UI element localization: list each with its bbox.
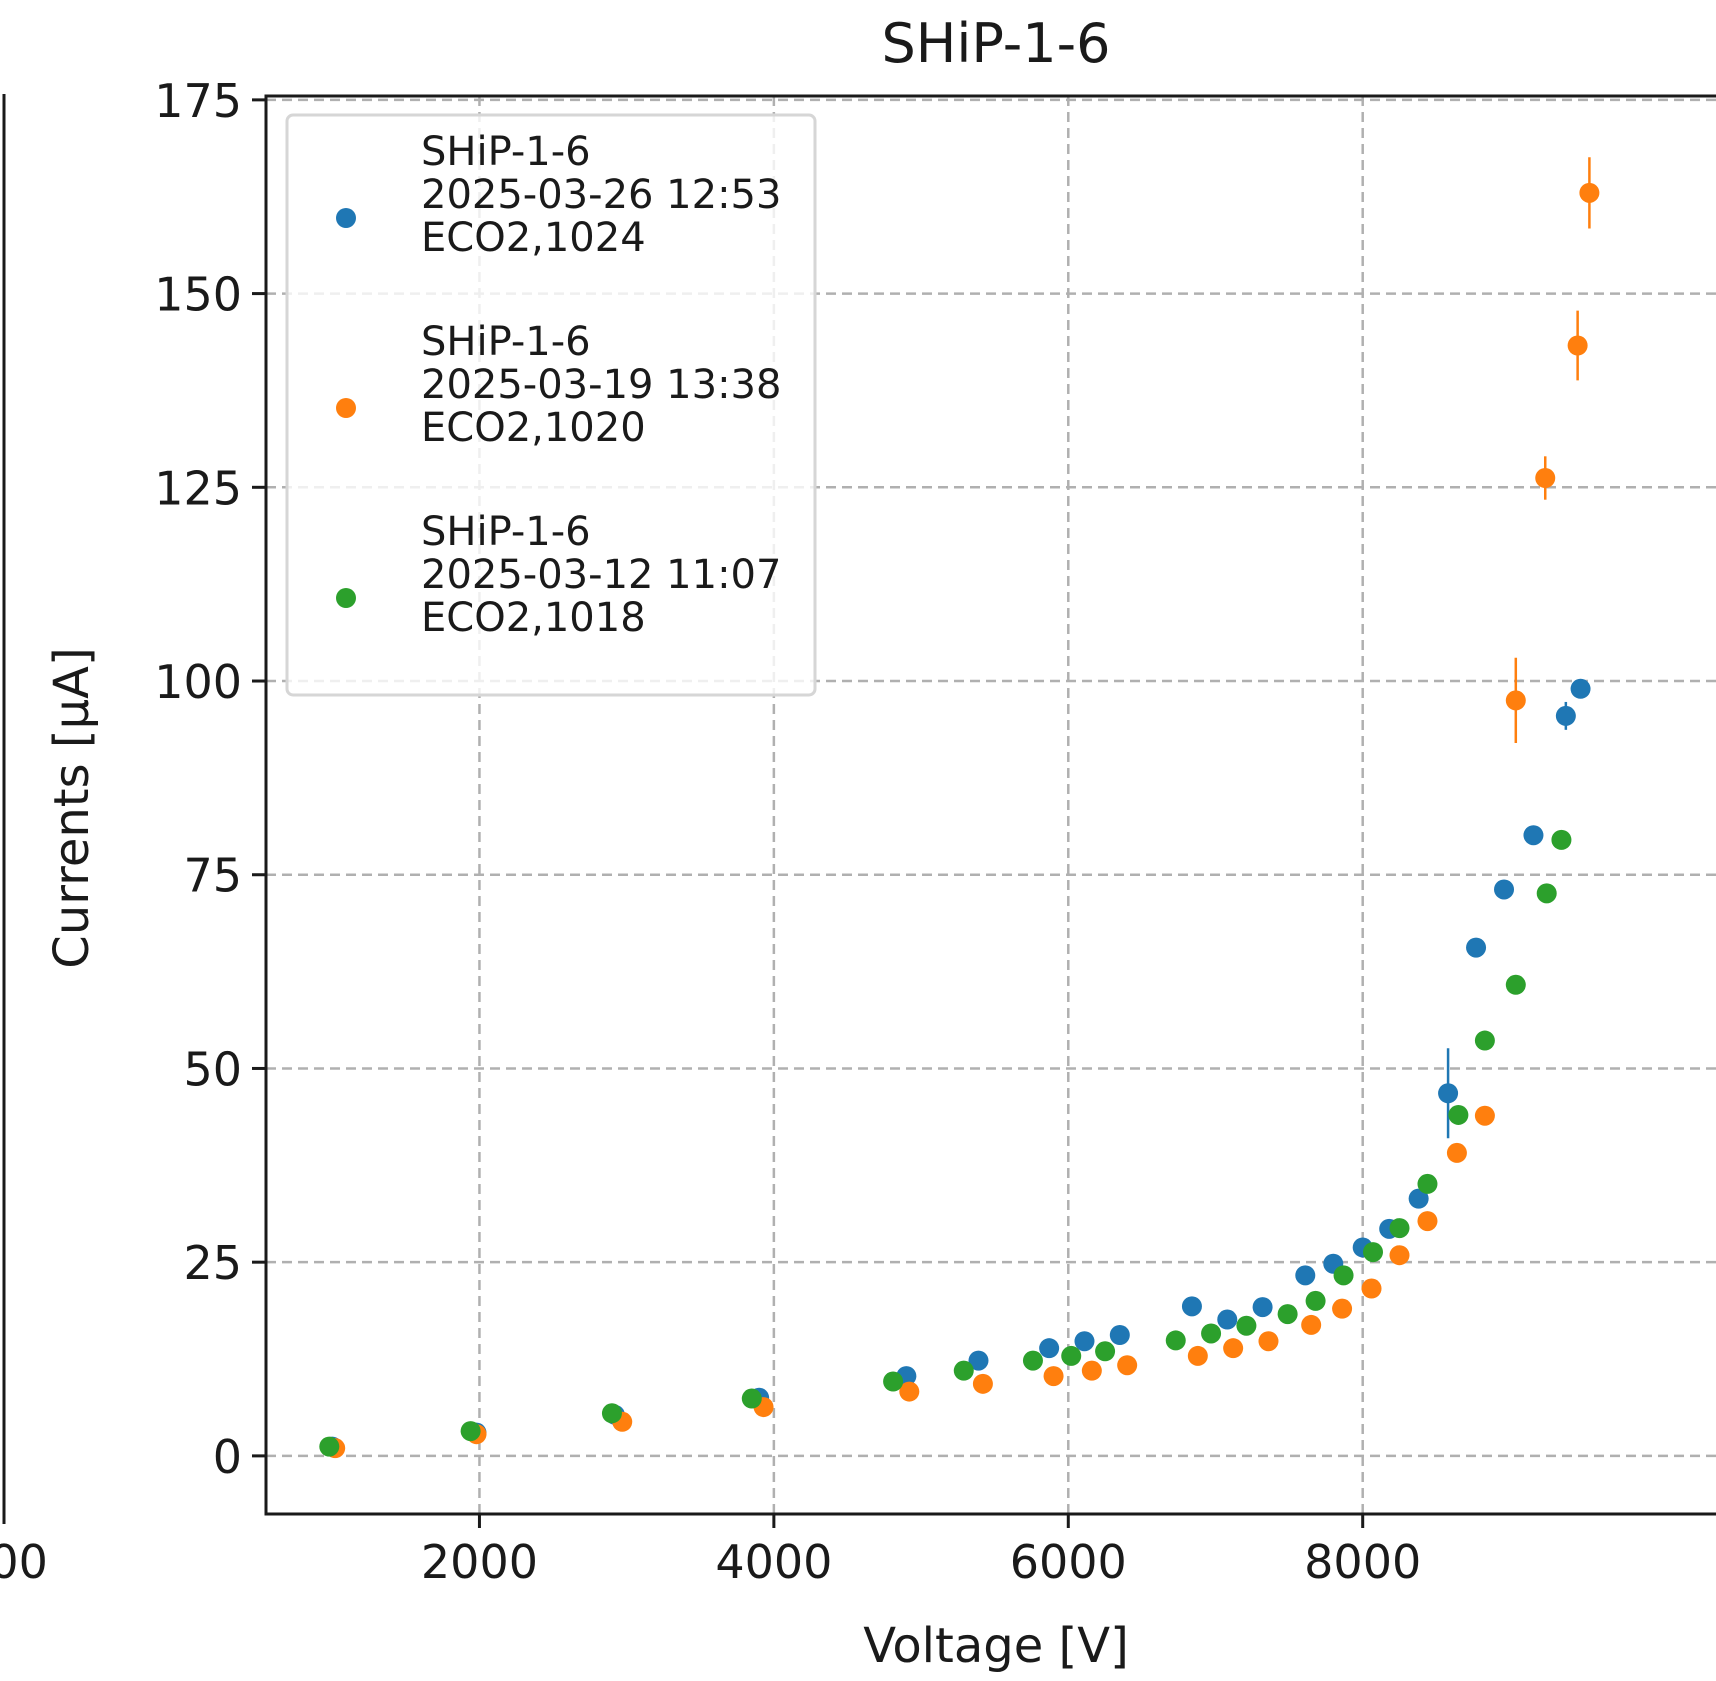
data-point bbox=[1095, 1341, 1116, 1362]
legend-label-line: 2025-03-12 11:07 bbox=[421, 552, 781, 598]
data-point bbox=[1361, 1278, 1382, 1299]
series-3 bbox=[319, 829, 1572, 1457]
data-point bbox=[1117, 1355, 1138, 1376]
data-point bbox=[968, 1350, 989, 1371]
data-point bbox=[1494, 879, 1515, 900]
data-point bbox=[883, 1371, 904, 1392]
data-point bbox=[1039, 1338, 1060, 1359]
x-tick-label: 4000 bbox=[715, 1535, 832, 1589]
legend-marker bbox=[336, 208, 356, 228]
data-point bbox=[1277, 1304, 1298, 1325]
grid bbox=[266, 96, 1716, 1514]
data-point bbox=[1217, 1309, 1238, 1330]
x-tick-label: 000 bbox=[0, 1535, 48, 1589]
y-tick-label: 150 bbox=[154, 268, 242, 322]
data-point bbox=[899, 1381, 920, 1402]
plot-frame bbox=[264, 94, 1716, 1516]
data-point bbox=[741, 1388, 762, 1409]
y-tick-label: 25 bbox=[183, 1236, 242, 1290]
data-point bbox=[1305, 1290, 1326, 1311]
legend-label: SHiP-1-6 2025-03-12 11:07 ECO2,1018 bbox=[421, 509, 781, 641]
data-point bbox=[1417, 1173, 1438, 1194]
data-point bbox=[1438, 1083, 1459, 1104]
data-point bbox=[1165, 1330, 1186, 1351]
x-axis-label: Voltage [V] bbox=[863, 1618, 1129, 1674]
y-tick-label: 125 bbox=[154, 461, 242, 515]
data-point bbox=[601, 1403, 622, 1424]
data-point bbox=[1474, 1030, 1495, 1051]
legend-label: SHiP-1-6 2025-03-19 13:38 ECO2,1020 bbox=[421, 319, 781, 451]
data-point bbox=[1258, 1331, 1279, 1352]
x-tick-label: 2000 bbox=[421, 1535, 538, 1589]
data-point bbox=[1505, 974, 1526, 995]
data-point bbox=[1505, 690, 1526, 711]
x-axis-ticks: 000 2000 4000 6000 8000 bbox=[0, 1514, 1421, 1589]
y-axis-ticks: 0 25 50 75 100 125 150 175 bbox=[154, 74, 266, 1484]
x-tick-label: 6000 bbox=[1010, 1535, 1127, 1589]
legend-marker bbox=[336, 588, 356, 608]
data-point bbox=[319, 1436, 340, 1457]
legend-box bbox=[285, 113, 817, 697]
data-point bbox=[1551, 829, 1572, 850]
legend-label-line: 2025-03-19 13:38 bbox=[421, 362, 781, 408]
y-tick-label: 75 bbox=[183, 849, 242, 903]
data-point bbox=[1446, 1142, 1467, 1163]
legend-label-line: 2025-03-26 12:53 bbox=[421, 172, 781, 218]
data-point bbox=[1201, 1323, 1222, 1344]
legend-label-line: ECO2,1018 bbox=[421, 595, 646, 641]
data-point bbox=[1109, 1325, 1130, 1346]
data-point bbox=[1043, 1366, 1064, 1387]
data-point bbox=[1236, 1315, 1257, 1336]
y-tick-label: 50 bbox=[183, 1042, 242, 1096]
data-point bbox=[1074, 1331, 1095, 1352]
chart-title: SHiP-1-6 bbox=[882, 12, 1111, 75]
legend-marker bbox=[336, 398, 356, 418]
y-tick-label: 0 bbox=[213, 1430, 242, 1484]
data-point bbox=[1466, 937, 1487, 958]
data-point bbox=[1555, 705, 1576, 726]
data-point bbox=[1389, 1245, 1410, 1266]
data-point bbox=[1535, 468, 1556, 489]
data-point bbox=[1081, 1360, 1102, 1381]
data-point bbox=[1579, 182, 1600, 203]
data-point bbox=[972, 1373, 993, 1394]
data-point bbox=[1448, 1104, 1469, 1125]
data-point bbox=[460, 1421, 481, 1442]
data-point bbox=[1295, 1265, 1316, 1286]
data-point bbox=[1332, 1298, 1353, 1319]
data-point bbox=[1408, 1188, 1429, 1209]
data-point bbox=[1022, 1350, 1043, 1371]
data-point bbox=[1567, 335, 1588, 356]
series-2 bbox=[325, 157, 1600, 1459]
data-point bbox=[1223, 1338, 1244, 1359]
data-point bbox=[1181, 1296, 1202, 1317]
data-point bbox=[1417, 1211, 1438, 1232]
data-point bbox=[1523, 825, 1544, 846]
data-point bbox=[1536, 883, 1557, 904]
legend-label-line: SHiP-1-6 bbox=[421, 509, 591, 555]
data-point bbox=[1187, 1345, 1208, 1366]
data-point bbox=[1301, 1314, 1322, 1335]
legend-label-line: ECO2,1024 bbox=[421, 215, 646, 261]
data-point bbox=[1570, 678, 1591, 699]
y-tick-label: 100 bbox=[154, 655, 242, 709]
legend-label-line: SHiP-1-6 bbox=[421, 319, 591, 365]
data-point bbox=[1474, 1105, 1495, 1126]
series-layer bbox=[319, 157, 1600, 1459]
data-point bbox=[1252, 1297, 1273, 1318]
data-point bbox=[1363, 1242, 1384, 1263]
legend-label-line: SHiP-1-6 bbox=[421, 129, 591, 175]
y-tick-label: 175 bbox=[154, 74, 242, 128]
legend-label-line: ECO2,1020 bbox=[421, 405, 646, 451]
data-point bbox=[953, 1360, 974, 1381]
y-axis-label: Currents [μA] bbox=[44, 647, 100, 968]
data-point bbox=[1333, 1265, 1354, 1286]
legend: SHiP-1-6 2025-03-26 12:53 ECO2,1024SHiP-1-… bbox=[285, 113, 817, 697]
data-point bbox=[1061, 1345, 1082, 1366]
data-point bbox=[1389, 1218, 1410, 1239]
x-tick-label: 8000 bbox=[1304, 1535, 1421, 1589]
legend-label: SHiP-1-6 2025-03-26 12:53 ECO2,1024 bbox=[421, 129, 781, 261]
